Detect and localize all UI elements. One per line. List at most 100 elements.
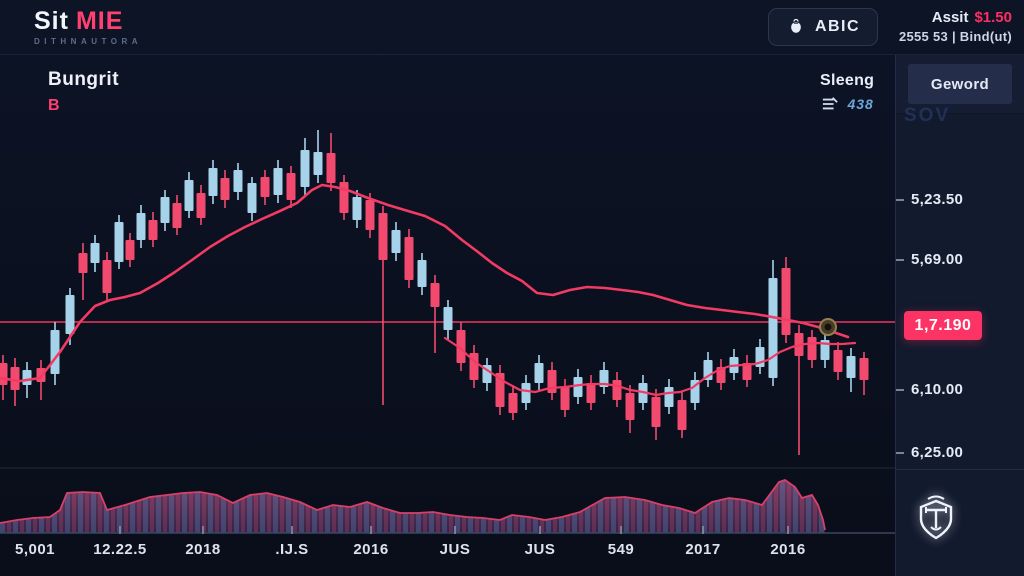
candle-body — [233, 170, 243, 192]
candle-body — [125, 240, 135, 260]
panel-divider — [896, 469, 1024, 470]
abic-button[interactable]: ABIC — [768, 8, 878, 46]
geword-button[interactable]: Geword — [908, 64, 1012, 104]
candle-body — [339, 182, 349, 213]
candle-body — [612, 380, 622, 400]
candle-body — [573, 377, 583, 397]
candle-body — [833, 350, 843, 372]
candle-body — [313, 152, 323, 175]
price-tick — [896, 451, 904, 454]
price-axis-label: 5,23.50 — [896, 191, 963, 208]
candle-body — [417, 260, 427, 287]
account-line: Assit $1.50 — [899, 7, 1012, 28]
chart-legend: Sleeng 438 — [820, 73, 874, 112]
candle-body — [378, 213, 388, 260]
candle-body — [859, 358, 869, 380]
account-label: Assit — [931, 9, 969, 26]
account-summary: Assit $1.50 2555 53 | Bind(ut) — [899, 7, 1012, 46]
volume-area-texture — [0, 480, 825, 533]
candle-body — [495, 373, 505, 407]
current-price-badge: 1,7.190 — [904, 311, 982, 340]
candle-body — [586, 383, 596, 403]
candle-body — [781, 268, 791, 335]
price-axis-label: 5,69.00 — [896, 251, 963, 268]
price-tick — [896, 258, 904, 261]
candle-body — [114, 222, 124, 262]
candle-body — [521, 383, 531, 403]
logo-text: Sit MIE — [34, 9, 142, 34]
watermark: SOV — [904, 105, 951, 126]
symbol-info: Bungrit B — [48, 70, 119, 114]
candle-body — [625, 393, 635, 420]
candle-body — [690, 380, 700, 403]
price-axis-label: 6,25.00 — [896, 444, 963, 461]
candle-body — [599, 370, 609, 387]
candle-body — [807, 337, 817, 360]
candle-body — [220, 178, 230, 200]
candle-body — [846, 356, 856, 378]
candle-body — [404, 237, 414, 280]
candle-body — [651, 397, 661, 427]
candle-body — [300, 150, 310, 187]
price-marker-center — [824, 323, 832, 331]
candle-body — [430, 283, 440, 307]
app-logo[interactable]: Sit MIE DITHNAUTORA — [34, 9, 142, 46]
candle-body — [534, 363, 544, 383]
candle-body — [326, 153, 336, 183]
candle-body — [260, 177, 270, 197]
account-value: $1.50 — [974, 9, 1012, 26]
candle-body — [196, 193, 206, 218]
list-icon[interactable] — [820, 96, 840, 112]
logo-text-secondary: MIE — [75, 7, 124, 35]
candle-body — [664, 387, 674, 407]
candle-body — [184, 180, 194, 211]
price-axis-labels: 5,23.50 5,69.00 6,10.00 6,25.00 — [896, 55, 1024, 576]
price-label-text: 6,10.00 — [911, 381, 964, 398]
candle-body — [102, 260, 112, 293]
legend-row: 438 — [820, 96, 874, 112]
shield-icon[interactable] — [913, 493, 959, 548]
symbol-name: Bungrit — [48, 69, 120, 90]
volume-outline — [0, 479, 826, 531]
price-label-text: 6,25.00 — [911, 444, 964, 461]
moving-average-long — [0, 183, 850, 383]
panel-top-block: Geword — [896, 55, 1024, 114]
price-label-text: 5,69.00 — [911, 251, 964, 268]
candle-body — [508, 393, 518, 413]
legend-value: 438 — [847, 96, 874, 112]
price-axis-label: 6,10.00 — [896, 381, 963, 398]
legend-title: Sleeng — [820, 72, 875, 89]
candle-body — [365, 200, 375, 230]
candle-body — [742, 363, 752, 380]
logo-text-primary: Sit — [34, 7, 69, 35]
candle-body — [547, 370, 557, 393]
candle-body — [160, 197, 170, 223]
candle-body — [172, 203, 182, 228]
price-axis-panel: Geword SOV 5,23.50 5,69.00 6,10.00 6,25.00 … — [895, 55, 1024, 576]
candle-body — [247, 183, 257, 213]
price-tick — [896, 198, 904, 201]
candle-body — [352, 197, 362, 220]
price-label-text: 5,23.50 — [911, 191, 964, 208]
bag-icon — [791, 18, 801, 33]
candle-body — [443, 307, 453, 330]
moving-average-short — [443, 336, 857, 397]
candle-body — [78, 253, 88, 273]
candle-body — [50, 330, 60, 374]
candle-body — [148, 220, 158, 240]
account-sub: 2555 53 | Bind(ut) — [898, 29, 1012, 44]
candle-body — [456, 330, 466, 363]
candle-body — [208, 168, 218, 196]
header: Sit MIE DITHNAUTORA ABIC Assit $1.50 2555 … — [0, 0, 1024, 55]
candle-body — [677, 400, 687, 430]
candle-body — [391, 230, 401, 253]
candle-body — [22, 370, 32, 385]
candle-body — [820, 340, 830, 360]
candle-body — [10, 367, 20, 390]
price-tick — [896, 388, 904, 391]
candle-body — [136, 213, 146, 240]
candle-body — [0, 363, 8, 385]
candle-body — [560, 387, 570, 410]
